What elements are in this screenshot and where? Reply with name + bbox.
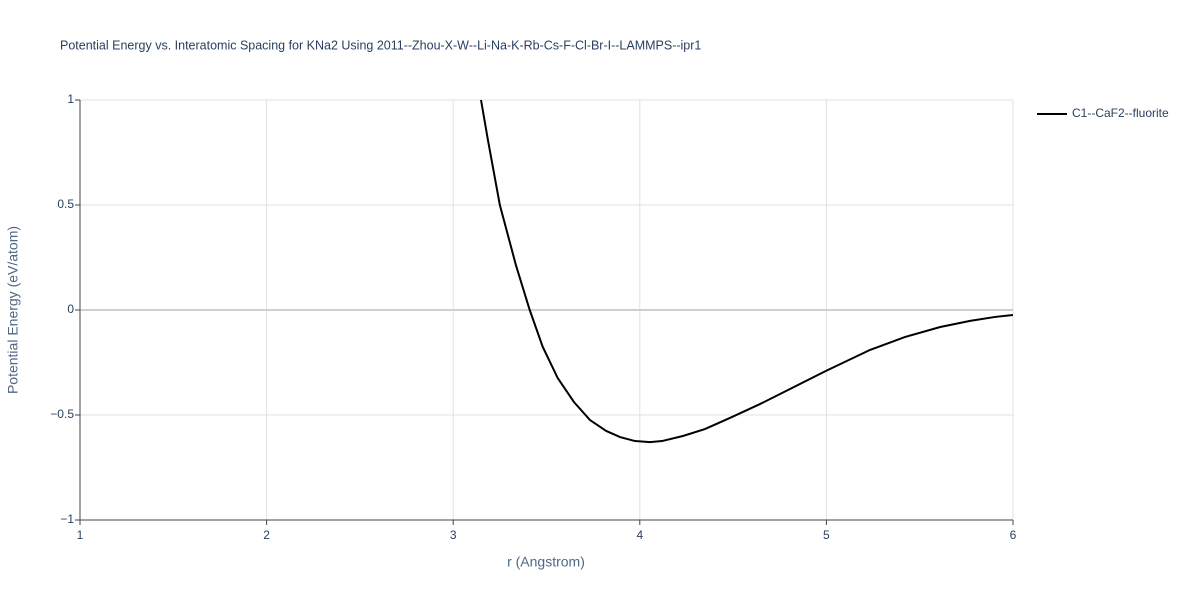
x-tick-label: 2: [263, 528, 270, 542]
y-axis-title: Potential Energy (eV/atom): [5, 226, 21, 394]
data-line: [480, 99, 1013, 444]
x-tick-label: 4: [636, 528, 643, 542]
chart-title: Potential Energy vs. Interatomic Spacing…: [60, 38, 701, 52]
y-tick-label: 1: [67, 92, 74, 106]
y-tick-label: −1: [60, 512, 74, 526]
x-axis-title: r (Angstrom): [507, 554, 585, 570]
y-tick-label: −0.5: [50, 407, 74, 421]
y-tick-label: 0: [67, 302, 74, 316]
x-tick-label: 3: [450, 528, 457, 542]
x-tick-label: 6: [1010, 528, 1017, 542]
legend-label: C1--CaF2--fluorite: [1072, 106, 1169, 120]
x-tick-label: 5: [823, 528, 830, 542]
x-tick-label: 1: [77, 528, 84, 542]
y-tick-label: 0.5: [57, 197, 74, 211]
